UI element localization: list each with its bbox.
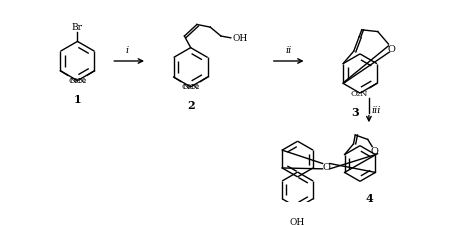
Text: NO₂: NO₂ — [69, 77, 87, 85]
Text: OH: OH — [290, 217, 305, 225]
Text: O: O — [322, 162, 330, 171]
Text: NO₂: NO₂ — [182, 83, 200, 91]
Text: 4: 4 — [365, 192, 373, 203]
Text: OH: OH — [233, 34, 248, 43]
Text: O: O — [387, 45, 395, 54]
Text: O: O — [371, 146, 379, 155]
Text: O₂N: O₂N — [351, 89, 368, 97]
Text: 1: 1 — [73, 94, 81, 105]
Text: Br: Br — [72, 22, 83, 32]
Text: ii: ii — [285, 46, 292, 55]
Text: O₂N: O₂N — [181, 83, 199, 91]
Text: 2: 2 — [187, 100, 194, 111]
Text: 3: 3 — [352, 106, 359, 117]
Text: O₂N: O₂N — [68, 77, 85, 85]
Text: iii: iii — [372, 105, 381, 114]
Text: i: i — [126, 46, 129, 55]
